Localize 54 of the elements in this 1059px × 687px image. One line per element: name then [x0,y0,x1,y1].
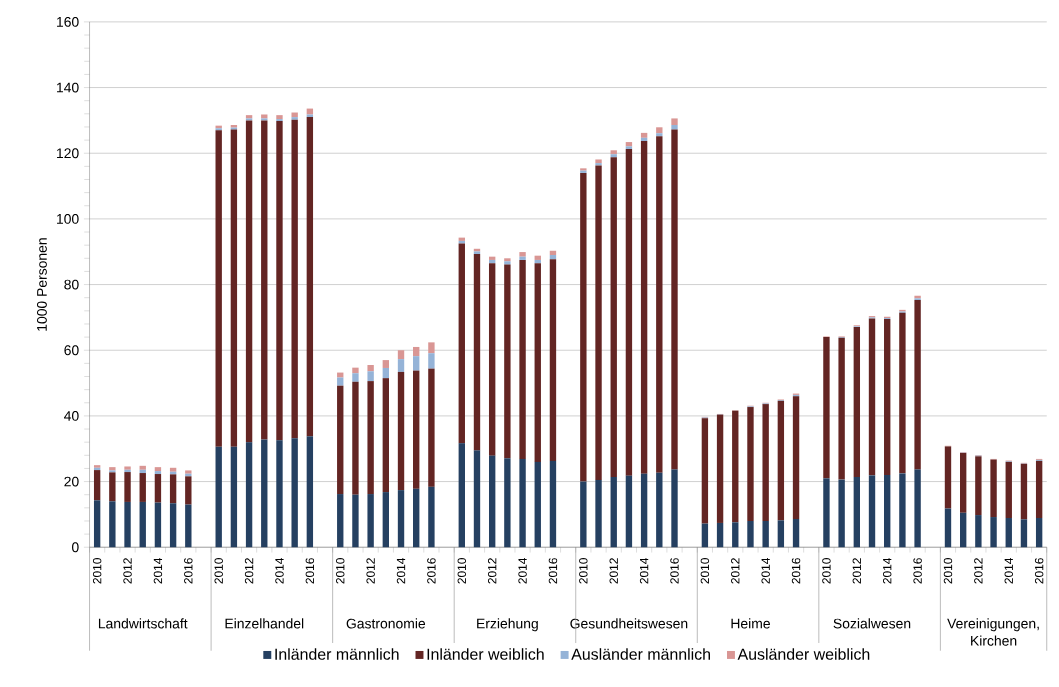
x-tick-label: 2016 [670,558,679,584]
text: Landwirtschaft [98,618,188,629]
y-tick-label: 160 [57,17,79,28]
legend-label: Ausländer männlich [571,648,710,661]
x-tick-label: 2010 [214,558,223,584]
legend-label: Inländer weiblich [427,648,544,661]
y-tick-label: 120 [57,148,79,159]
text: Heime [731,618,770,629]
text: Gastronomie [346,618,426,629]
x-tick-label: 2012 [366,558,375,584]
x-tick-label: 2016 [1034,558,1044,584]
x-tick-label: 2012 [609,558,618,584]
x-tick-label: 2016 [791,558,801,584]
x-tick-label: 2014 [153,558,163,584]
text: Einzelhandel [225,618,304,629]
text: Gesundheitswesen [570,618,688,629]
x-tick-label: 2014 [761,558,770,584]
x-tick-label: 2014 [275,558,284,584]
text: Vereinigungen, Kirchen [947,618,1039,646]
y-tick-label: 20 [64,476,79,487]
x-tick-label: 2016 [548,558,558,584]
x-tick-label: 2010 [92,558,102,584]
x-tick-label: 2010 [579,558,588,584]
x-tick-label: 2014 [882,558,892,584]
y-tick-label: 80 [64,279,79,290]
y-tick-label: 40 [64,411,79,422]
x-tick-label: 2012 [852,558,862,584]
x-tick-label: 2012 [123,558,132,584]
x-tick-label: 2014 [518,558,527,584]
text: Sozialwesen [833,618,911,629]
legend-label: Inländer männlich [275,648,399,661]
x-tick-label: 2014 [639,558,649,584]
x-tick-label: 2010 [336,558,345,584]
x-tick-label: 2010 [700,558,710,584]
x-tick-label: 2016 [427,558,436,584]
x-tick-label: 2012 [244,558,254,584]
legend-label: Ausländer weiblich [737,648,870,661]
y-axis-title: 1000 Personen [37,238,47,331]
x-tick-label: 2012 [731,558,740,584]
x-tick-label: 2016 [184,558,193,584]
x-tick-label: 2012 [974,558,983,584]
y-tick-label: 60 [64,345,79,356]
x-tick-label: 2014 [1004,558,1013,584]
y-tick-label: 0 [72,542,79,553]
y-tick-label: 140 [57,82,79,93]
x-tick-label: 2010 [943,558,953,584]
x-tick-label: 2016 [305,558,315,584]
x-tick-label: 2014 [396,558,406,584]
x-tick-label: 2016 [913,558,922,584]
x-tick-label: 2010 [457,558,467,584]
text: Erziehung [477,618,538,632]
y-tick-label: 100 [57,214,79,225]
x-tick-label: 2012 [487,558,497,584]
x-tick-label: 2010 [822,558,831,584]
